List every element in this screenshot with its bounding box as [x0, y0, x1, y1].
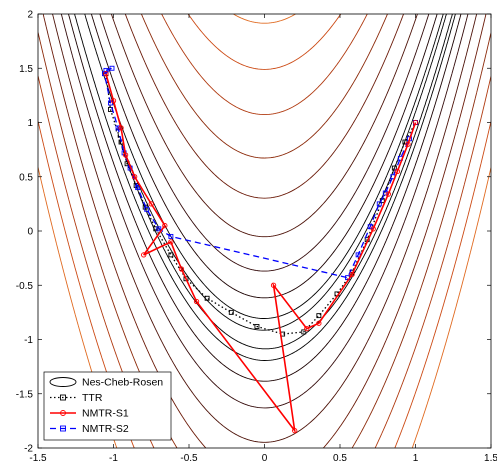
- data-point: [131, 174, 138, 180]
- legend-label: NMTR-S2: [82, 423, 129, 435]
- data-point: [193, 298, 200, 305]
- data-point: [178, 266, 185, 272]
- data-point: [122, 152, 129, 158]
- legend-label: Nes-Cheb-Rosen: [82, 377, 163, 389]
- data-point: [153, 226, 159, 232]
- x-tick-label: 0.5: [333, 453, 347, 464]
- data-point: [370, 226, 376, 232]
- data-point: [349, 271, 355, 278]
- contour-level-3: [68, 14, 462, 382]
- data-point: [109, 65, 115, 71]
- legend-label: NMTR-S1: [82, 408, 129, 420]
- data-point: [156, 226, 162, 232]
- data-point: [385, 191, 391, 197]
- data-point: [254, 324, 260, 329]
- data-point: [355, 252, 361, 258]
- data-point: [412, 119, 419, 126]
- legend-marker: [60, 394, 66, 401]
- contour-level-2: [74, 14, 456, 361]
- x-tick-label: -0.5: [180, 453, 198, 464]
- contour-level-7: [38, 14, 491, 448]
- contour-level-4: [60, 14, 469, 409]
- y-tick-label: 2: [27, 10, 33, 21]
- legend-label: TTR: [82, 392, 103, 404]
- data-point: [304, 325, 310, 332]
- data-point: [103, 71, 109, 77]
- data-point: [301, 329, 307, 335]
- data-point: [183, 276, 189, 282]
- series-line: [105, 73, 417, 434]
- data-point: [228, 309, 234, 315]
- data-point: [394, 168, 401, 174]
- data-point: [376, 201, 382, 207]
- series-line: [105, 73, 417, 335]
- y-tick-label: -0.5: [16, 281, 34, 292]
- legend: Nes-Cheb-Rosen TTR NMTR-S1 NMTR-S2: [43, 371, 172, 441]
- x-tick-label: -1: [109, 453, 118, 464]
- contour-level-5: [52, 14, 478, 443]
- contour-level-6: [42, 14, 487, 448]
- data-point: [141, 252, 147, 258]
- data-point: [115, 125, 121, 131]
- y-tick-label: 1: [27, 118, 33, 129]
- x-tick-label: 1.5: [484, 453, 497, 464]
- series-nmtr-s1: [103, 71, 419, 434]
- data-point: [103, 67, 109, 73]
- data-point: [270, 282, 277, 288]
- series-line: [103, 67, 417, 279]
- data-point: [148, 201, 154, 207]
- x-tick-label: 0: [262, 453, 268, 464]
- series-group: [101, 65, 419, 434]
- legend-entry: Nes-Cheb-Rosen: [49, 377, 163, 389]
- legend-entry: TTR: [50, 392, 103, 404]
- data-point: [118, 125, 124, 131]
- legend-marker: [60, 425, 66, 432]
- data-point: [168, 252, 174, 258]
- data-point: [144, 206, 150, 212]
- data-point: [405, 141, 411, 147]
- legend-entry: NMTR-S1: [50, 408, 129, 420]
- data-point: [204, 295, 210, 301]
- legend-entry: NMTR-S2: [50, 423, 129, 435]
- data-point: [316, 320, 322, 326]
- y-tick-label: 0.5: [19, 172, 33, 183]
- data-point: [135, 185, 141, 191]
- y-tick-label: -2: [24, 444, 33, 455]
- data-point: [292, 427, 298, 434]
- data-point: [382, 190, 388, 196]
- axes: -1.5 -1 -0.5 0 0.5 1 1.5-2-1.5-1-0.500.511.52: [16, 10, 497, 465]
- x-tick-label: -1.5: [29, 453, 47, 464]
- y-tick-label: -1.5: [16, 389, 34, 400]
- y-tick-label: -1: [24, 335, 33, 346]
- data-point: [391, 165, 397, 171]
- x-tick-label: 1: [413, 453, 419, 464]
- legend-marker: [60, 410, 66, 416]
- data-point: [162, 222, 168, 229]
- data-point: [168, 239, 174, 245]
- contour-lines: [38, 14, 491, 448]
- y-tick-label: 0: [27, 227, 33, 238]
- y-tick-label: 1.5: [19, 64, 33, 75]
- data-point: [110, 98, 117, 104]
- data-point: [168, 233, 174, 239]
- legend-swatch: [49, 377, 77, 387]
- data-point: [316, 313, 322, 319]
